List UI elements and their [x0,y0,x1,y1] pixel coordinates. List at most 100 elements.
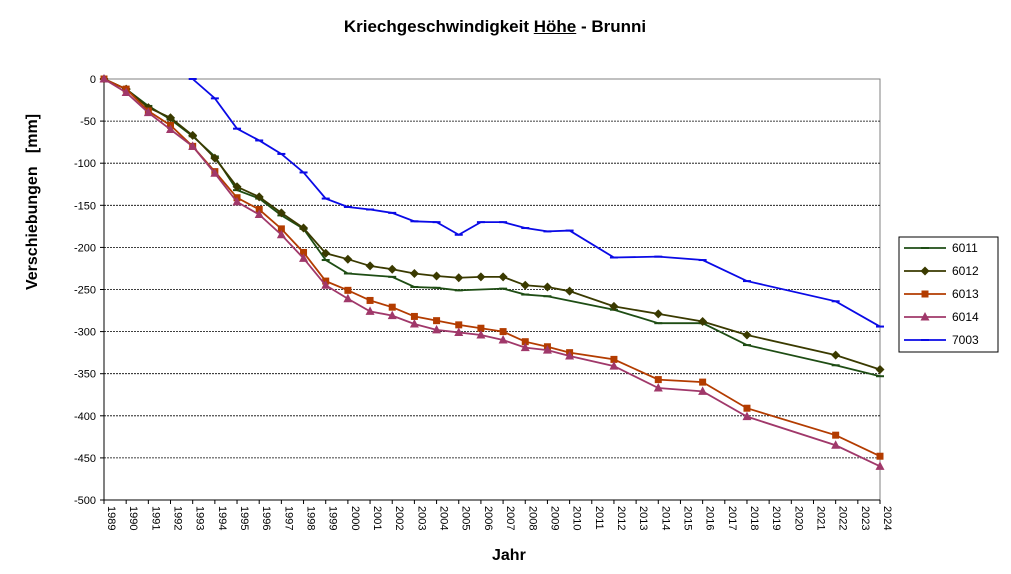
x-tick-label: 2004 [438,506,450,530]
data-point-6012 [476,272,486,282]
y-tick-label: -350 [74,369,96,381]
data-point-6014 [276,229,286,239]
series-line-7003 [192,78,881,328]
data-point-6012 [432,271,442,281]
data-point-6014 [254,209,264,219]
data-point-6014 [698,386,708,395]
x-tick-label: 2020 [792,506,804,530]
data-point-6012 [166,113,176,123]
data-point-6013 [610,355,618,363]
data-point-6012 [565,286,575,296]
x-tick-label: 1998 [305,506,317,530]
legend-marker-6013 [921,290,929,298]
data-point-6014 [343,293,353,303]
data-point-6012 [343,254,353,264]
data-point-6013 [521,338,529,346]
chart-title-part-3: - Brunni [576,17,647,36]
x-tick-label: 2001 [371,506,383,530]
x-tick-label: 2017 [726,506,738,530]
data-point-6014 [831,440,841,449]
x-tick-label: 2012 [615,506,627,530]
x-tick-label: 2016 [704,506,716,530]
data-point-6014 [299,253,309,262]
y-tick-label: -450 [74,453,96,465]
data-point-6012 [609,301,619,311]
data-point-6013 [699,378,707,386]
y-tick-label: -150 [74,200,96,212]
data-point-6012 [276,208,286,218]
x-axis-label: Jahr [492,547,526,564]
data-point-6014 [143,107,153,117]
data-point-6013 [743,404,751,412]
x-tick-label: 2000 [349,506,361,530]
legend-label-6013: 6013 [952,287,979,301]
x-tick-label: 2009 [548,506,560,530]
x-tick-label: 1990 [127,506,139,530]
x-tick-label: 1989 [105,506,117,530]
y-tick-label: -200 [74,242,96,254]
x-tick-label: 2002 [393,506,405,530]
series-line-6012 [103,78,881,371]
data-point-6012 [299,223,309,233]
y-tick-label: -100 [74,158,96,170]
data-point-6014 [121,87,131,96]
data-point-6012 [232,182,242,192]
x-tick-label: 1992 [172,506,184,530]
legend-label-6011: 6011 [952,241,978,255]
data-point-6013 [277,225,285,233]
data-point-6012 [454,273,464,283]
y-tick-label: -300 [74,327,96,339]
chart-title-part-1: Kriechgeschwindigkeit [343,17,534,36]
data-point-6012 [653,309,663,319]
data-point-6014 [166,124,176,134]
data-point-6014 [232,196,242,206]
data-point-6013 [366,296,374,304]
data-point-6012 [254,192,264,202]
data-point-6014 [875,461,885,470]
data-point-6012 [498,272,508,282]
x-tick-label: 2006 [482,506,494,530]
data-point-6014 [742,411,752,421]
series-line-6014 [103,78,881,468]
x-tick-label: 2008 [526,506,538,530]
legend-label-6012: 6012 [952,264,979,278]
data-point-6014 [188,141,198,150]
x-tick-label: 2011 [593,506,605,530]
data-point-6014 [498,335,508,344]
data-point-6012 [365,261,375,271]
x-tick-label: 2022 [837,506,849,530]
data-point-6014 [99,74,109,83]
data-point-6014 [520,342,530,352]
x-tick-label: 1993 [194,506,206,530]
data-point-6013 [433,317,441,325]
legend-label-7003: 7003 [952,333,979,347]
legend-marker-6014 [920,312,930,321]
data-point-6014 [653,383,663,392]
data-point-6014 [454,327,464,336]
legend-marker-6012 [920,266,930,276]
data-point-6013 [477,324,485,332]
x-tick-label: 2021 [814,506,826,530]
y-tick-label: 0 [90,74,96,86]
data-point-6013 [455,321,463,329]
data-point-6012 [520,280,530,290]
data-point-6013 [344,286,352,294]
data-point-6014 [321,280,331,289]
x-tick-label: 1996 [260,506,272,530]
data-point-6013 [876,452,884,460]
y-tick-label: -250 [74,285,96,297]
data-point-6014 [409,319,419,328]
x-tick-label: 1991 [149,506,161,530]
data-point-6014 [476,329,486,339]
data-point-6014 [210,168,220,177]
x-tick-label: 2019 [770,506,782,530]
data-point-6013 [388,303,396,311]
x-tick-label: 1994 [216,506,228,530]
x-tick-label: 2018 [748,506,760,530]
x-tick-label: 2003 [415,506,427,530]
data-point-6013 [410,312,418,320]
data-point-6012 [387,264,397,274]
x-tick-label: 2010 [571,506,583,530]
x-tick-label: 2007 [504,506,516,530]
data-point-6014 [565,351,575,360]
